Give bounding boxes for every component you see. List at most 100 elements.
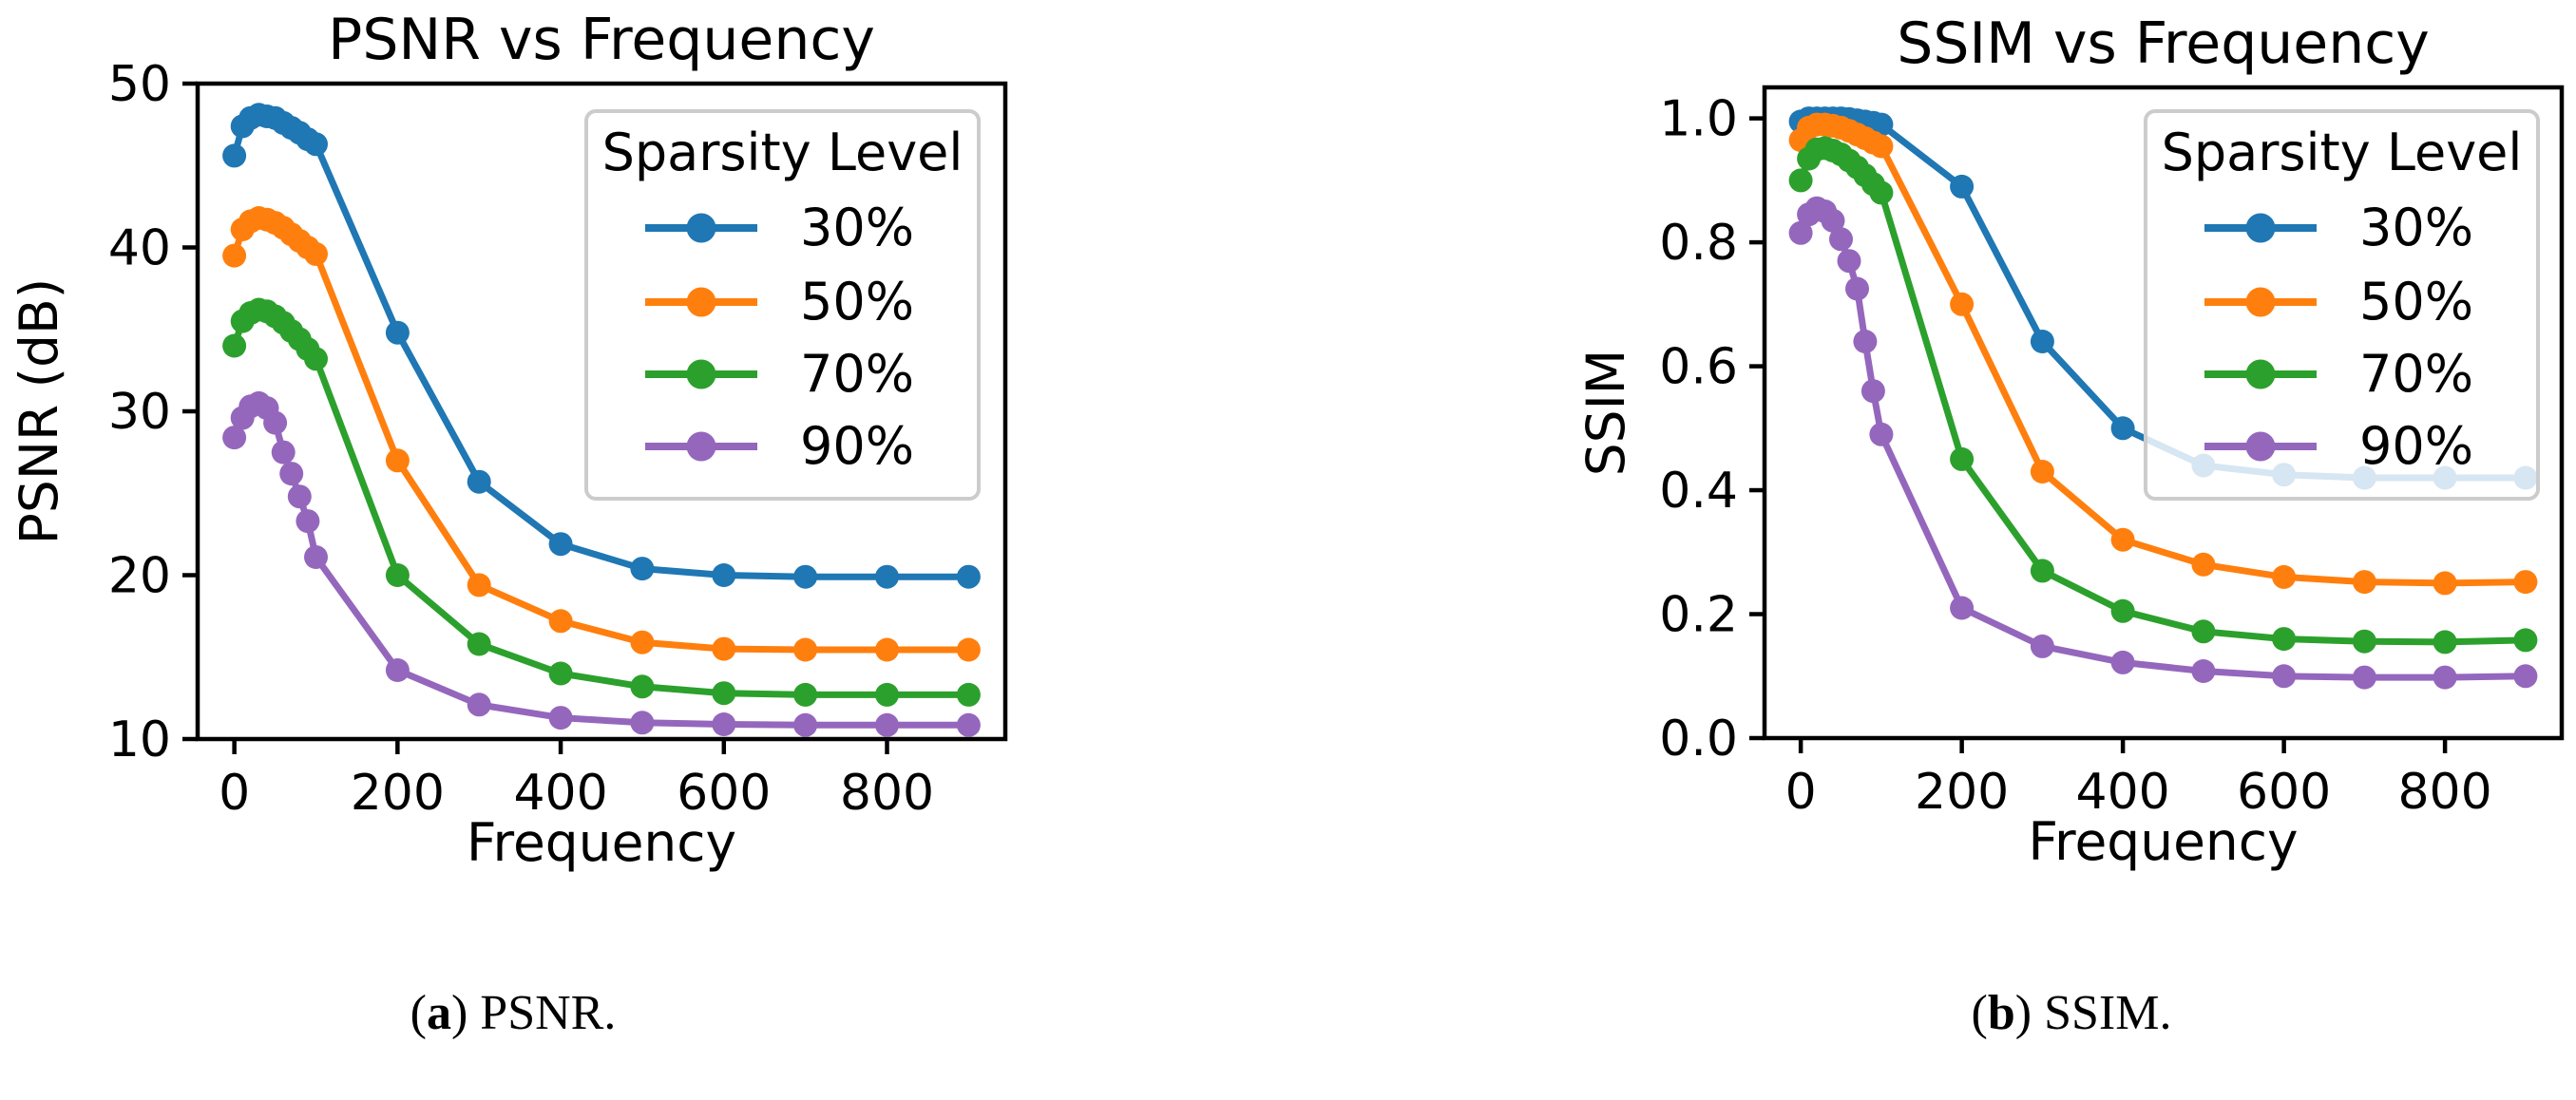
legend-box xyxy=(2144,109,2540,501)
data-point xyxy=(1869,422,1894,446)
data-point xyxy=(1860,379,1885,404)
psnr-chart: 0 200 400 600 800 10 20 30 40 50 PSNR vs Frequency… xyxy=(9,7,1008,873)
data-point xyxy=(630,630,655,654)
y-tick-label: 0.8 xyxy=(1659,215,1738,272)
y-tick-label: 0.2 xyxy=(1659,587,1738,644)
legend-label: 70% xyxy=(800,344,914,404)
data-point xyxy=(2030,634,2054,658)
data-point xyxy=(1829,227,1853,252)
legend-marker xyxy=(2245,359,2276,389)
y-tick-label: 0.0 xyxy=(1659,711,1738,768)
data-point xyxy=(1853,330,1878,353)
x-tick-label: 400 xyxy=(2075,764,2169,821)
data-point xyxy=(1788,220,1813,245)
data-point xyxy=(793,712,818,737)
data-point xyxy=(1869,112,1894,137)
legend-label: 70% xyxy=(2359,344,2473,404)
x-axis-label: Frequency xyxy=(2028,811,2298,872)
legend-entry-90%: 90% xyxy=(645,416,914,476)
chart-title: PSNR vs Frequency xyxy=(328,7,875,73)
data-point xyxy=(1869,134,1894,159)
data-point xyxy=(956,712,981,737)
data-point xyxy=(2110,650,2135,674)
data-point xyxy=(712,563,736,587)
data-point xyxy=(1950,292,1975,316)
y-axis-label: SSIM xyxy=(1575,350,1636,477)
data-point xyxy=(2352,570,2376,595)
series-70% xyxy=(222,297,981,707)
legend-entry-90%: 90% xyxy=(2204,416,2473,476)
y-tick-label: 30 xyxy=(108,384,171,441)
data-point xyxy=(2272,627,2297,652)
data-point xyxy=(222,143,247,168)
data-point xyxy=(1845,276,1869,301)
data-point xyxy=(222,243,247,268)
x-tick-label: 200 xyxy=(351,765,445,822)
legend-marker xyxy=(2245,431,2276,462)
data-point xyxy=(385,658,410,682)
data-point xyxy=(2352,665,2376,690)
y-tick-label: 40 xyxy=(108,220,171,277)
data-point xyxy=(2110,416,2135,441)
data-point xyxy=(630,557,655,581)
legend-title: Sparsity Level xyxy=(602,123,964,182)
data-point xyxy=(630,674,655,699)
data-point xyxy=(956,682,981,707)
data-point xyxy=(548,609,573,634)
subcaption-b-letter: b xyxy=(1987,986,2015,1040)
data-point xyxy=(1837,249,1861,274)
data-point xyxy=(2191,659,2216,683)
subcaption-a-letter: a xyxy=(426,986,451,1040)
y-tick-label: 1.0 xyxy=(1659,91,1738,148)
data-point xyxy=(2433,665,2457,690)
subcaption-a: (a) PSNR. xyxy=(133,971,893,1056)
data-point xyxy=(2110,598,2135,623)
legend-entry-50%: 50% xyxy=(2204,272,2473,332)
legend-label: 30% xyxy=(2359,198,2473,257)
data-point xyxy=(630,711,655,735)
y-axis: 0.0 0.2 0.4 0.6 0.8 1.0 xyxy=(1659,91,1765,768)
data-point xyxy=(875,564,899,589)
series-50% xyxy=(222,206,981,662)
data-point xyxy=(304,545,328,569)
data-point xyxy=(2433,630,2457,654)
x-tick-label: 0 xyxy=(219,765,250,822)
series-90% xyxy=(1788,196,2538,690)
x-tick-label: 400 xyxy=(513,765,607,822)
data-point xyxy=(2513,628,2538,653)
data-point xyxy=(2513,570,2538,595)
data-point xyxy=(467,632,491,656)
legend-entry-70%: 70% xyxy=(645,344,914,404)
data-point xyxy=(385,320,410,345)
subcaption-a-close: ) xyxy=(450,986,468,1040)
data-point xyxy=(2513,664,2538,689)
x-tick-label: 800 xyxy=(840,765,934,822)
subcaption-a-open: ( xyxy=(410,986,427,1040)
data-point xyxy=(263,410,288,435)
x-axis: 0 200 400 600 800 xyxy=(1785,738,2492,821)
data-point xyxy=(712,712,736,736)
ssim-chart: 0 200 400 600 800 0.0 0.2 0.4 0.6 0.8 1.0 SSIM vs F… xyxy=(1575,10,2565,872)
subcaption-b-open: ( xyxy=(1971,986,1988,1040)
charts-svg: 0 200 400 600 800 10 20 30 40 50 PSNR vs Frequency… xyxy=(9,7,2565,873)
legend-entry-30%: 30% xyxy=(2204,198,2473,257)
data-point xyxy=(1950,596,1975,620)
y-tick-label: 50 xyxy=(108,56,171,113)
legend-entry-30%: 30% xyxy=(645,198,914,257)
data-point xyxy=(1950,174,1975,199)
y-axis-label: PSNR (dB) xyxy=(9,278,69,544)
data-point xyxy=(2352,629,2376,654)
series-90% xyxy=(222,390,981,737)
data-point xyxy=(2110,527,2135,552)
axes-box xyxy=(1762,85,2565,741)
data-point xyxy=(287,484,312,509)
x-tick-label: 800 xyxy=(2397,764,2491,821)
data-point xyxy=(875,712,899,737)
data-point xyxy=(222,333,247,358)
legend-marker xyxy=(686,431,716,462)
y-tick-label: 20 xyxy=(108,548,171,605)
data-point xyxy=(548,706,573,730)
data-point xyxy=(304,132,328,157)
legend-entry-50%: 50% xyxy=(645,272,914,332)
